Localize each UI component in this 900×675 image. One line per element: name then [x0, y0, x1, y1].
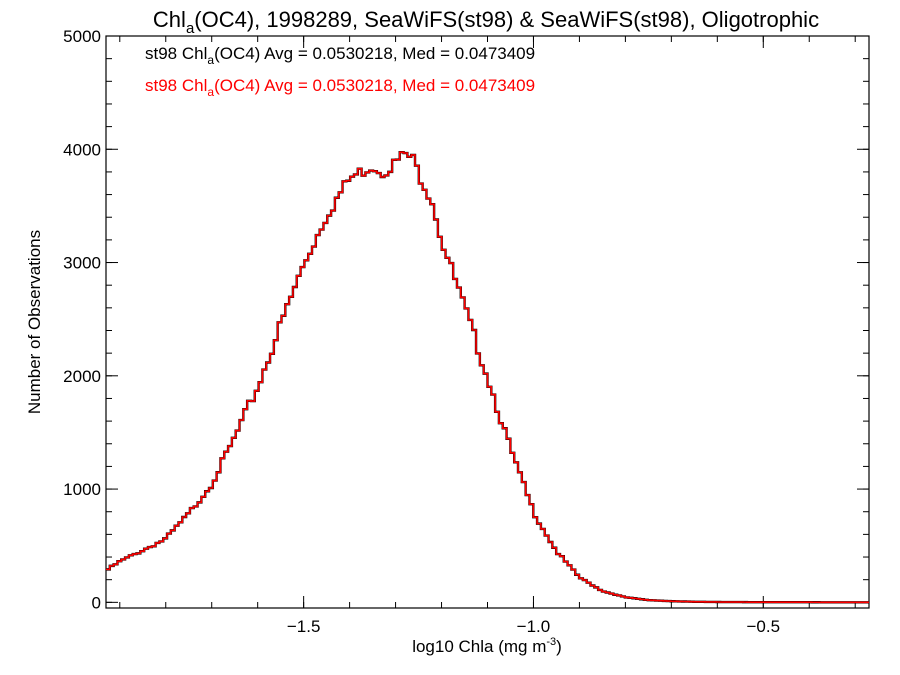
y-axis-label: Number of Observations: [25, 230, 44, 414]
histogram-series: [106, 150, 869, 604]
y-tick-label: 4000: [63, 140, 101, 159]
x-tick-label: −1.0: [517, 617, 551, 636]
stats-annotation-black: st98 Chla(OC4) Avg = 0.0530218, Med = 0.…: [145, 44, 535, 67]
stats-annotation-red: st98 Chla(OC4) Avg = 0.0530218, Med = 0.…: [145, 76, 535, 99]
y-tick-label: 5000: [63, 27, 101, 46]
y-tick-label: 3000: [63, 254, 101, 273]
y-tick-label: 2000: [63, 367, 101, 386]
chart-title: Chla(OC4), 1998289, SeaWiFS(st98) & SeaW…: [153, 7, 819, 37]
x-tick-label: −0.5: [747, 617, 781, 636]
histogram-line-red: [106, 151, 869, 604]
x-axis-label: log10 Chla (mg m-3): [412, 636, 562, 656]
y-tick-label: 1000: [63, 480, 101, 499]
axis-ticks: −1.5 −1.0 −0.5 0 1000 2000 3000 4000 5000: [63, 27, 869, 636]
y-tick-label: 0: [92, 593, 101, 612]
x-tick-label: −1.5: [287, 617, 321, 636]
